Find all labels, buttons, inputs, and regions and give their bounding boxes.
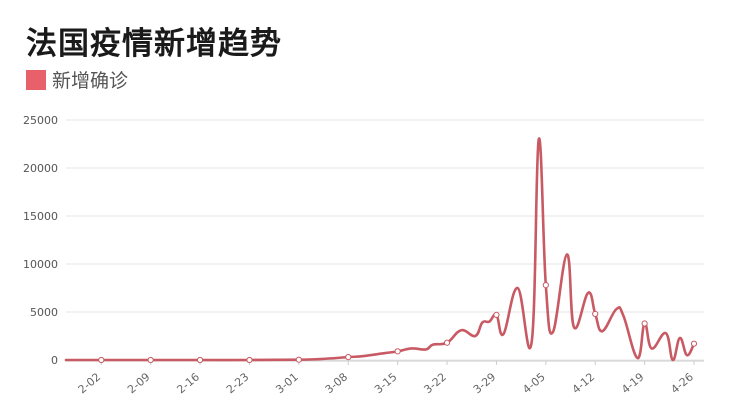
data-point[interactable] [493, 311, 500, 318]
point-layer [98, 282, 698, 364]
data-point[interactable] [641, 320, 648, 327]
data-point[interactable] [443, 339, 451, 346]
data-point[interactable] [147, 356, 154, 364]
x-tick-label: 3-15 [372, 370, 399, 396]
data-point[interactable] [394, 348, 401, 355]
data-point[interactable] [246, 356, 253, 364]
x-tick-label: 4-19 [619, 370, 646, 396]
data-point[interactable] [592, 310, 599, 318]
x-tick-label: 3-01 [273, 370, 300, 396]
page-title: 法国疫情新增趋势 [26, 26, 282, 62]
data-point[interactable] [690, 340, 698, 347]
data-point[interactable] [542, 282, 549, 289]
x-tick-label: 3-08 [323, 370, 350, 396]
x-tick-label: 2-09 [125, 370, 152, 396]
legend-label: 新增确诊 [52, 70, 129, 92]
data-point[interactable] [98, 356, 105, 364]
y-tick-label: 15000 [23, 210, 58, 223]
x-tick-label: 2-02 [76, 370, 103, 396]
legend-swatch [26, 69, 46, 90]
legend[interactable]: 新增确诊 [26, 66, 128, 93]
x-tick-label: 4-26 [668, 370, 695, 396]
series-layer [64, 137, 696, 362]
y-tick-label: 0 [51, 354, 58, 367]
y-axis: 0 5000 10000 15000 20000 25000 [23, 114, 58, 367]
x-axis: 2-02 2-09 2-16 2-23 3-01 3-08 3-15 3-22 3-29 4-05… [66, 360, 704, 396]
x-tick-label: 2-16 [175, 370, 202, 396]
series-line-新增确诊[interactable] [64, 137, 696, 362]
data-point[interactable] [295, 356, 302, 363]
y-tick-label: 25000 [23, 114, 58, 127]
y-tick-label: 10000 [23, 258, 58, 271]
x-tick-label: 3-29 [471, 370, 498, 396]
y-tick-label: 5000 [30, 306, 58, 319]
x-tick-label: 2-23 [224, 370, 251, 396]
x-tick-label: 3-22 [421, 370, 448, 396]
x-tick-label: 4-12 [570, 370, 597, 396]
x-tick-label: 4-05 [520, 370, 547, 396]
data-point[interactable] [345, 354, 352, 361]
data-point[interactable] [196, 356, 204, 364]
y-tick-label: 20000 [23, 162, 58, 175]
